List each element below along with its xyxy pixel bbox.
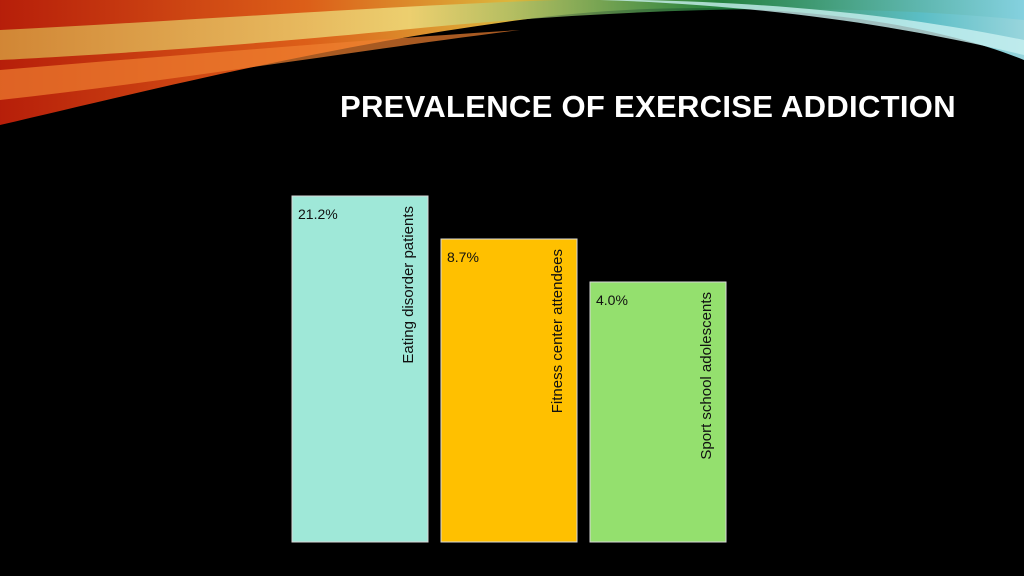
box-value: 8.7% — [447, 249, 479, 265]
box-label: Sport school adolescents — [698, 292, 715, 460]
slide-title: PREVALENCE OF EXERCISE ADDICTION — [340, 89, 956, 124]
box-value: 4.0% — [596, 292, 628, 308]
decoration — [0, 0, 1024, 125]
box — [440, 238, 578, 543]
box — [291, 195, 429, 543]
box-label: Fitness center attendees — [549, 249, 566, 413]
boxes: 21.2% Eating disorder patients 8.7% Fitness… — [291, 195, 727, 543]
box-value: 21.2% — [298, 206, 338, 222]
box — [589, 281, 727, 543]
box-label: Eating disorder patients — [400, 206, 417, 364]
